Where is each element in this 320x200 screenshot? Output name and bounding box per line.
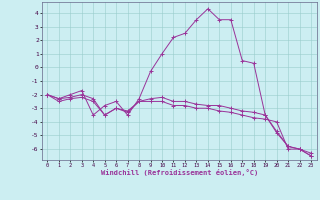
- X-axis label: Windchill (Refroidissement éolien,°C): Windchill (Refroidissement éolien,°C): [100, 169, 258, 176]
